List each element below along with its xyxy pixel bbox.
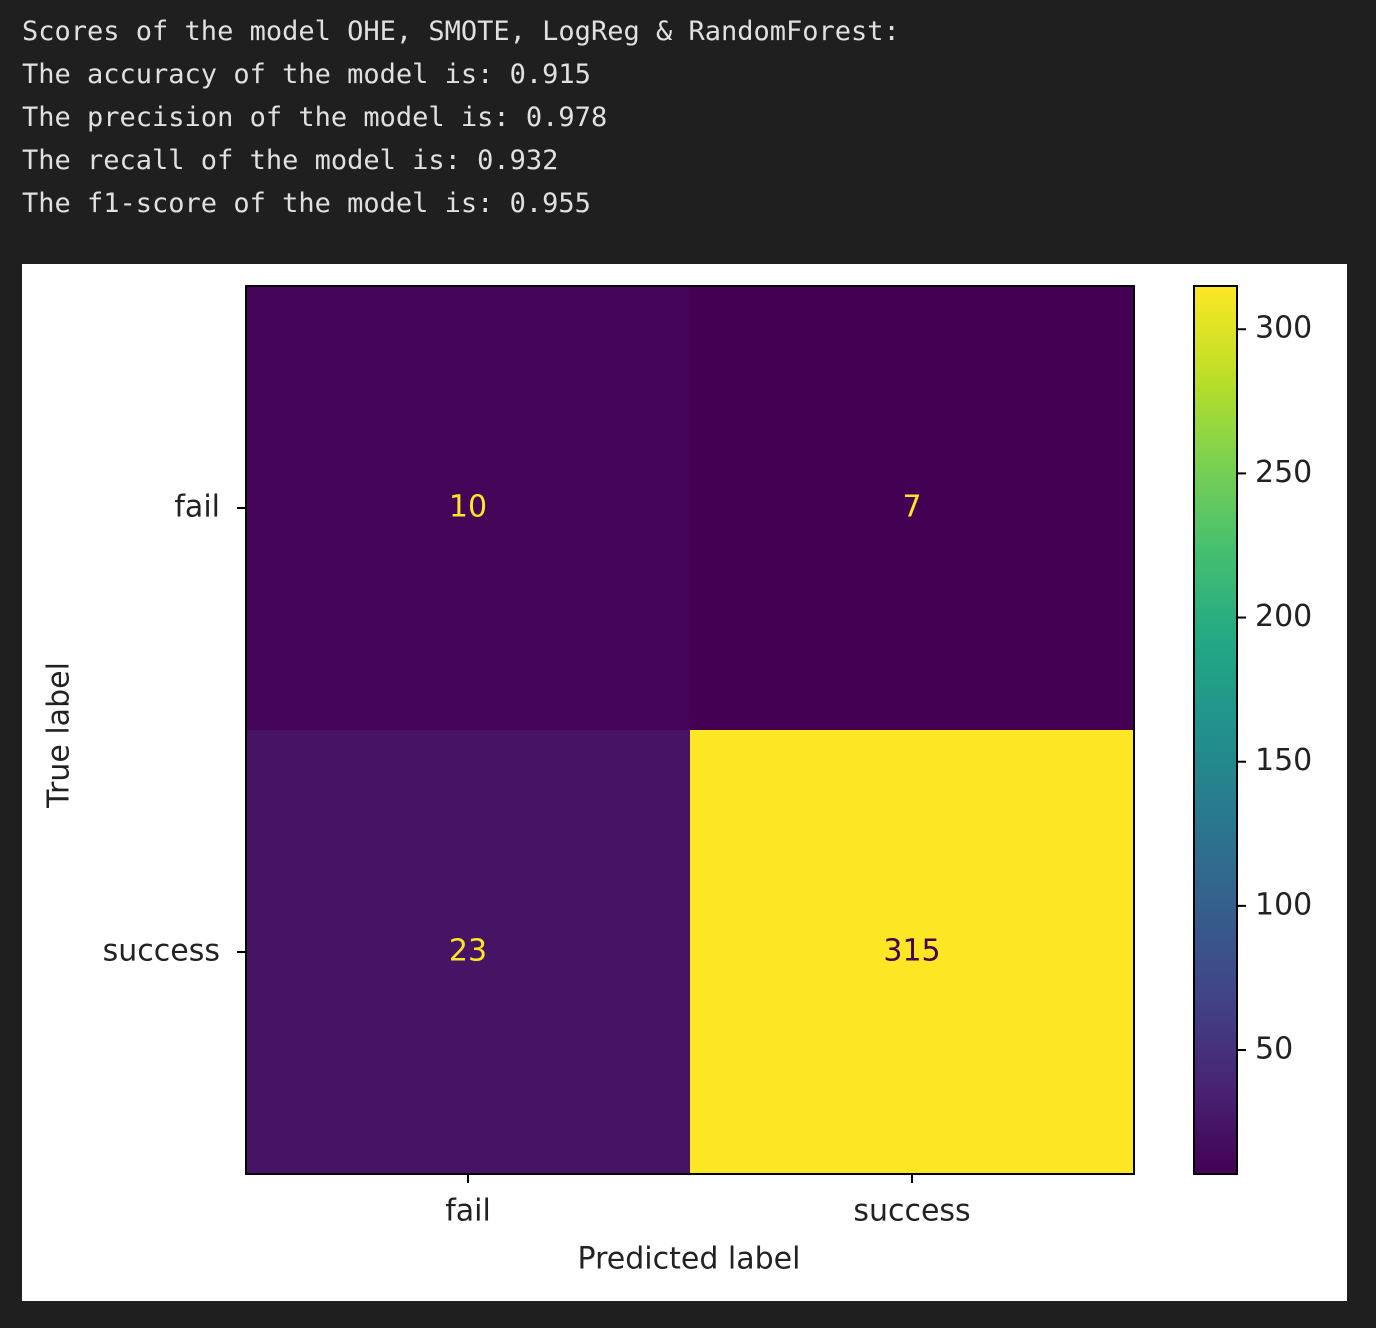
heatmap-cell: [246, 730, 690, 1174]
y-axis-label: True label: [42, 662, 77, 809]
output-line: The recall of the model is: 0.932: [22, 145, 559, 176]
output-line: Scores of the model OHE, SMOTE, LogReg &…: [22, 16, 900, 47]
colorbar-tick-label: 200: [1255, 599, 1312, 634]
cell-value: 7: [902, 490, 921, 525]
output-line: The f1-score of the model is: 0.955: [22, 188, 591, 219]
cell-output: Scores of the model OHE, SMOTE, LogReg &…: [22, 10, 900, 225]
axes-frame: [245, 285, 1135, 1175]
heatmap-cell: [246, 286, 690, 730]
cell-value: 10: [449, 490, 487, 525]
output-line: The precision of the model is: 0.978: [22, 102, 608, 133]
cell-value: 315: [883, 934, 940, 969]
x-tick-label: fail: [445, 1194, 491, 1229]
x-axis-label: Predicted label: [578, 1242, 801, 1277]
cell-value: 23: [449, 934, 487, 969]
colorbar-tick-label: 300: [1255, 311, 1312, 346]
colorbar: [1193, 285, 1238, 1175]
heatmap-cell: [690, 730, 1134, 1174]
output-line: The accuracy of the model is: 0.915: [22, 59, 591, 90]
x-tick-label: success: [853, 1194, 970, 1229]
y-tick-label: success: [103, 934, 220, 969]
y-tick-label: fail: [174, 490, 220, 525]
colorbar-tick-label: 250: [1255, 455, 1312, 490]
colorbar-tick-label: 150: [1255, 743, 1312, 778]
colorbar-tick-label: 100: [1255, 887, 1312, 922]
colorbar-tick-label: 50: [1255, 1032, 1293, 1067]
heatmap-cell: [690, 286, 1134, 730]
